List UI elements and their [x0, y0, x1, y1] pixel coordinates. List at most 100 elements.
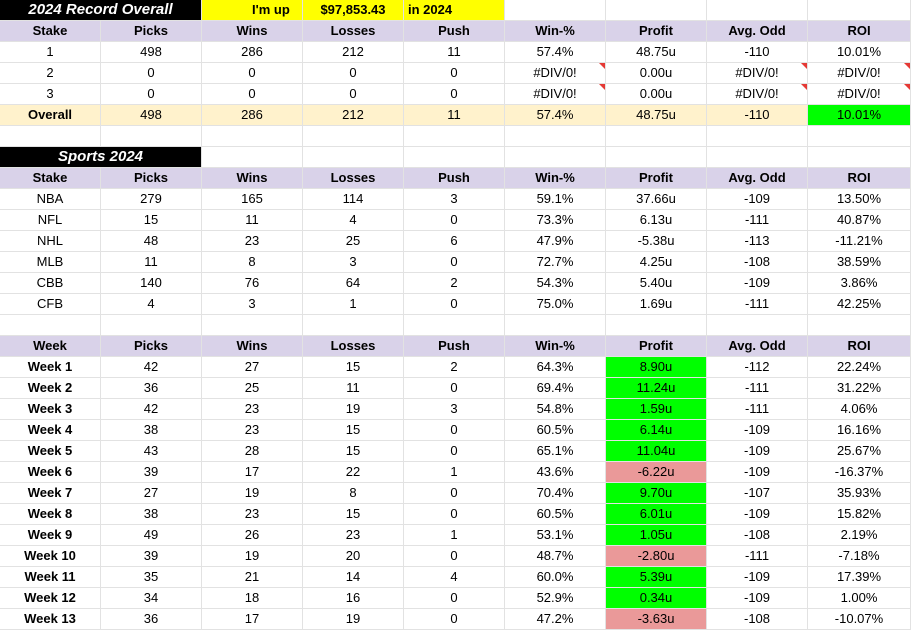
- empty-cell[interactable]: [707, 0, 808, 21]
- table-cell[interactable]: 4.06%: [808, 399, 911, 420]
- table-cell[interactable]: -109: [707, 462, 808, 483]
- empty-cell[interactable]: [303, 315, 404, 336]
- empty-cell[interactable]: [404, 315, 505, 336]
- table-cell[interactable]: 43.6%: [505, 462, 606, 483]
- empty-cell[interactable]: [101, 315, 202, 336]
- table-cell[interactable]: 60.5%: [505, 504, 606, 525]
- table-cell[interactable]: 36: [101, 609, 202, 630]
- table-cell[interactable]: 286: [202, 42, 303, 63]
- table-cell[interactable]: -11.21%: [808, 231, 911, 252]
- col-header[interactable]: Avg. Odd: [707, 21, 808, 42]
- table-cell[interactable]: 28: [202, 441, 303, 462]
- table-cell[interactable]: 64.3%: [505, 357, 606, 378]
- empty-cell[interactable]: [707, 126, 808, 147]
- table-cell[interactable]: 48.75u: [606, 42, 707, 63]
- table-cell[interactable]: -5.38u: [606, 231, 707, 252]
- col-header[interactable]: ROI: [808, 336, 911, 357]
- table-cell[interactable]: 498: [101, 105, 202, 126]
- empty-cell[interactable]: [606, 147, 707, 168]
- table-cell[interactable]: -111: [707, 294, 808, 315]
- table-cell[interactable]: 1.00%: [808, 588, 911, 609]
- table-cell[interactable]: 38.59%: [808, 252, 911, 273]
- profit-cell[interactable]: 6.01u: [606, 504, 707, 525]
- table-cell[interactable]: 15: [303, 357, 404, 378]
- table-cell[interactable]: 3: [0, 84, 101, 105]
- table-cell[interactable]: -110: [707, 105, 808, 126]
- table-cell[interactable]: 53.1%: [505, 525, 606, 546]
- table-cell[interactable]: -107: [707, 483, 808, 504]
- table-cell[interactable]: 0: [404, 252, 505, 273]
- empty-cell[interactable]: [303, 147, 404, 168]
- table-cell[interactable]: 76: [202, 273, 303, 294]
- table-cell[interactable]: 11: [101, 252, 202, 273]
- table-cell[interactable]: 140: [101, 273, 202, 294]
- table-cell[interactable]: NBA: [0, 189, 101, 210]
- col-header[interactable]: Push: [404, 21, 505, 42]
- table-cell[interactable]: -108: [707, 252, 808, 273]
- im-up-label[interactable]: I'm up: [202, 0, 303, 21]
- table-cell[interactable]: 0: [404, 84, 505, 105]
- table-cell[interactable]: 57.4%: [505, 42, 606, 63]
- empty-cell[interactable]: [404, 126, 505, 147]
- table-cell[interactable]: 17.39%: [808, 567, 911, 588]
- empty-cell[interactable]: [606, 0, 707, 21]
- profit-cell[interactable]: 8.90u: [606, 357, 707, 378]
- empty-cell[interactable]: [606, 315, 707, 336]
- table-cell[interactable]: 19: [202, 546, 303, 567]
- table-cell[interactable]: 57.4%: [505, 105, 606, 126]
- table-cell[interactable]: 48.7%: [505, 546, 606, 567]
- profit-cell[interactable]: 5.39u: [606, 567, 707, 588]
- week-label[interactable]: Week 8: [0, 504, 101, 525]
- table-cell[interactable]: 1: [404, 525, 505, 546]
- table-cell[interactable]: MLB: [0, 252, 101, 273]
- table-cell[interactable]: 0.00u: [606, 63, 707, 84]
- col-header[interactable]: Wins: [202, 336, 303, 357]
- table-cell[interactable]: 0: [202, 84, 303, 105]
- table-cell[interactable]: 36: [101, 378, 202, 399]
- table-cell[interactable]: 114: [303, 189, 404, 210]
- table-cell[interactable]: 59.1%: [505, 189, 606, 210]
- table-cell[interactable]: 54.8%: [505, 399, 606, 420]
- table-cell[interactable]: 73.3%: [505, 210, 606, 231]
- table-cell[interactable]: 39: [101, 546, 202, 567]
- table-cell[interactable]: -108: [707, 609, 808, 630]
- profit-cell[interactable]: 1.05u: [606, 525, 707, 546]
- table-cell[interactable]: 0.00u: [606, 84, 707, 105]
- profit-cell[interactable]: 1.59u: [606, 399, 707, 420]
- col-header[interactable]: Win-%: [505, 168, 606, 189]
- table-cell[interactable]: 15: [303, 420, 404, 441]
- col-header[interactable]: Push: [404, 336, 505, 357]
- table-cell[interactable]: 43: [101, 441, 202, 462]
- table-cell[interactable]: 27: [202, 357, 303, 378]
- table-cell[interactable]: 11: [202, 210, 303, 231]
- table-cell[interactable]: 60.5%: [505, 420, 606, 441]
- col-header[interactable]: Losses: [303, 21, 404, 42]
- col-header[interactable]: Profit: [606, 168, 707, 189]
- profit-cell[interactable]: -6.22u: [606, 462, 707, 483]
- table-cell[interactable]: NHL: [0, 231, 101, 252]
- table-cell[interactable]: 11: [303, 378, 404, 399]
- table-cell[interactable]: 18: [202, 588, 303, 609]
- profit-amount[interactable]: $97,853.43: [303, 0, 404, 21]
- table-cell[interactable]: 49: [101, 525, 202, 546]
- table-cell[interactable]: 15: [303, 504, 404, 525]
- empty-cell[interactable]: [101, 126, 202, 147]
- table-cell[interactable]: 14: [303, 567, 404, 588]
- empty-cell[interactable]: [505, 0, 606, 21]
- table-cell[interactable]: 6.13u: [606, 210, 707, 231]
- table-cell[interactable]: 4: [101, 294, 202, 315]
- table-cell[interactable]: 279: [101, 189, 202, 210]
- table-cell[interactable]: 3: [303, 252, 404, 273]
- year-suffix[interactable]: in 2024: [404, 0, 505, 21]
- table-cell[interactable]: CFB: [0, 294, 101, 315]
- week-label[interactable]: Week 6: [0, 462, 101, 483]
- table-cell[interactable]: 10.01%: [808, 42, 911, 63]
- table-cell[interactable]: -109: [707, 567, 808, 588]
- table-cell[interactable]: 38: [101, 504, 202, 525]
- table-cell[interactable]: 6: [404, 231, 505, 252]
- empty-cell[interactable]: [202, 147, 303, 168]
- table-cell[interactable]: 25: [202, 378, 303, 399]
- col-header[interactable]: ROI: [808, 168, 911, 189]
- error-cell[interactable]: #DIV/0!: [505, 63, 606, 84]
- table-cell[interactable]: 35.93%: [808, 483, 911, 504]
